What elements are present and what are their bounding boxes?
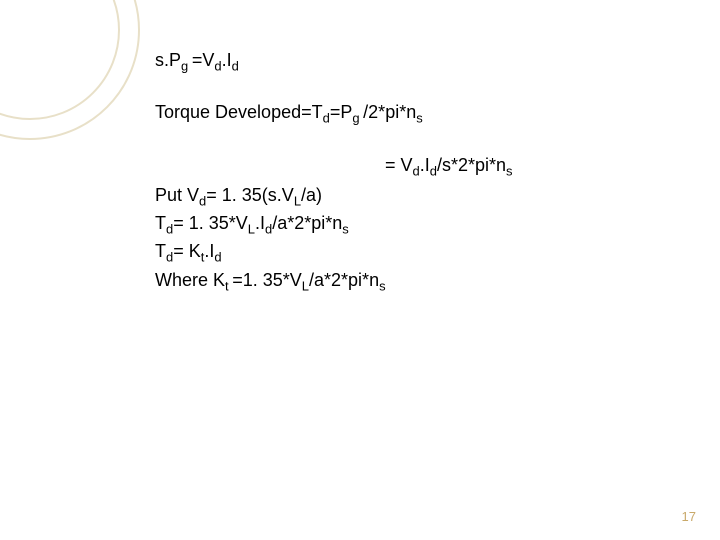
eq7-text-c: /a*2*pi*n [309, 270, 379, 290]
eq1-sub-d2: d [232, 59, 239, 74]
eq3-text-a: = V [385, 155, 413, 175]
eq4-sub-L: L [294, 193, 301, 208]
eq1-sub-g: g [181, 59, 192, 74]
eq7-text-b: =1. 35*V [232, 270, 302, 290]
equation-line-3: = Vd.Id/s*2*pi*ns [155, 153, 635, 177]
equation-line-6: Td= Kt.Id [155, 239, 635, 263]
page-number: 17 [682, 509, 696, 524]
equation-line-4: Put Vd= 1. 35(s.VL/a) [155, 183, 635, 207]
eq5-sub-s: s [342, 222, 348, 237]
eq5-text-d: /a*2*pi*n [272, 213, 342, 233]
corner-decoration [0, 0, 150, 150]
eq5-sub-L: L [248, 222, 255, 237]
equation-line-5: Td= 1. 35*VL.Id/a*2*pi*ns [155, 211, 635, 235]
eq5-text-a: T [155, 213, 166, 233]
eq7-text-a: Where K [155, 270, 225, 290]
eq5-text-c: .I [255, 213, 265, 233]
decor-ring-inner [0, 0, 120, 120]
equation-line-7: Where Kt =1. 35*VL/a*2*pi*ns [155, 268, 635, 292]
eq1-text-c: .I [222, 50, 232, 70]
eq2-text-a: Torque Developed=T [155, 102, 323, 122]
eq2-sub-s: s [416, 111, 422, 126]
eq3-sub-s: s [506, 163, 512, 178]
eq3-text-b: .I [420, 155, 430, 175]
equation-line-1: s.Pg =Vd.Id [155, 48, 635, 72]
eq6-sub-d2: d [214, 250, 221, 265]
eq6-text-a: T [155, 241, 166, 261]
eq1-text-a: s.P [155, 50, 181, 70]
eq1-text-b: =V [192, 50, 215, 70]
eq7-sub-s: s [379, 278, 385, 293]
eq1-sub-d1: d [214, 59, 221, 74]
eq4-text-c: /a) [301, 185, 322, 205]
eq4-text-b: = 1. 35(s.V [206, 185, 294, 205]
eq2-text-b: =P [330, 102, 353, 122]
eq3-sub-d1: d [413, 163, 420, 178]
eq6-text-b: = K [173, 241, 201, 261]
eq2-sub-g: g [352, 111, 363, 126]
eq2-text-c: /2*pi*n [363, 102, 416, 122]
eq3-sub-d2: d [430, 163, 437, 178]
eq5-text-b: = 1. 35*V [173, 213, 248, 233]
decor-ring-outer [0, 0, 140, 140]
slide-content: s.Pg =Vd.Id Torque Developed=Td=Pg /2*pi… [155, 48, 635, 296]
equation-line-2: Torque Developed=Td=Pg /2*pi*ns [155, 100, 635, 124]
eq6-text-c: .I [204, 241, 214, 261]
eq2-sub-d: d [323, 111, 330, 126]
eq7-sub-L: L [302, 278, 309, 293]
eq4-text-a: Put V [155, 185, 199, 205]
eq3-text-c: /s*2*pi*n [437, 155, 506, 175]
